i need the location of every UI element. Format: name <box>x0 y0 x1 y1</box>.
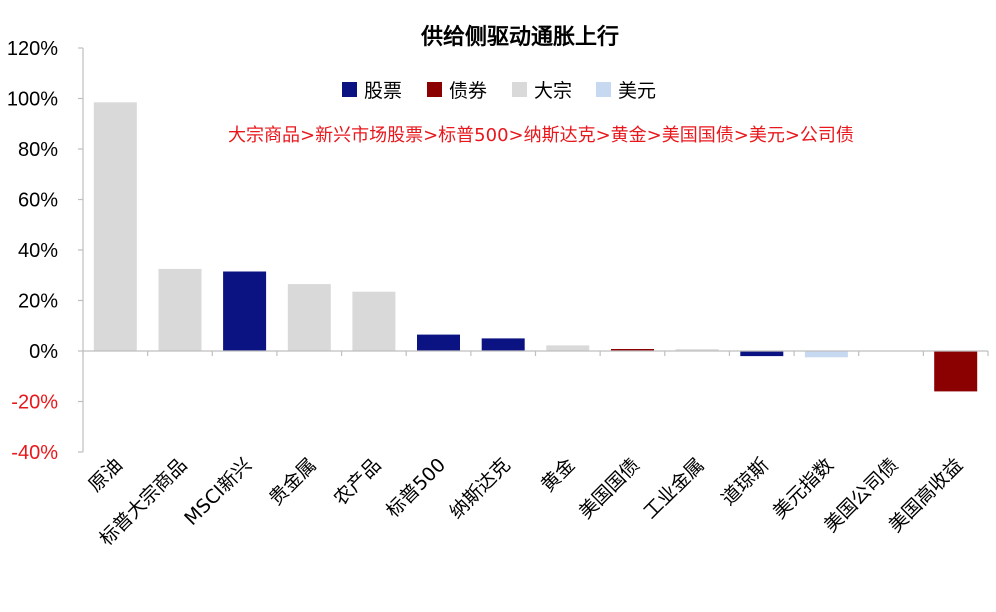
bar <box>223 271 267 351</box>
legend-swatch <box>512 82 527 97</box>
chart-title: 供给侧驱动通胀上行 <box>420 24 619 50</box>
bar <box>804 351 848 358</box>
x-tick-label: 贵金属 <box>265 454 321 510</box>
x-tick-label: 标普500 <box>382 454 450 522</box>
y-tick-label: 80% <box>18 139 58 161</box>
legend-swatch <box>342 82 357 97</box>
legend: 股票 债券 大宗 美元 <box>342 80 656 102</box>
bar <box>93 102 137 351</box>
legend-label: 大宗 <box>534 80 572 102</box>
x-tick-label: 黄金 <box>537 454 579 496</box>
y-tick-label: -40% <box>11 442 58 464</box>
bar <box>481 338 525 351</box>
x-tick-label: 道琼斯 <box>717 454 773 510</box>
y-tick-label: -20% <box>11 392 58 414</box>
x-tick-label: 纳斯达克 <box>445 454 514 523</box>
y-tick-label: 0% <box>29 341 58 363</box>
bar <box>934 351 978 392</box>
legend-label: 美元 <box>618 80 656 102</box>
legend-swatch <box>427 82 442 97</box>
x-tick-label: 工业金属 <box>639 454 708 523</box>
x-tick-label: 美国国债 <box>575 454 644 523</box>
legend-label: 债券 <box>449 80 487 102</box>
chart-annotation: 大宗商品>新兴市场股票>标普500>纳斯达克>黄金>美国国债>美元>公司债 <box>228 125 854 146</box>
bar <box>158 268 202 351</box>
bar <box>546 345 590 351</box>
y-tick-label: 20% <box>18 291 58 313</box>
x-tick-label: 原油 <box>84 454 126 496</box>
legend-label: 股票 <box>364 80 402 102</box>
bars <box>93 102 978 392</box>
y-tick-label: 60% <box>18 190 58 212</box>
y-tick-label: 40% <box>18 240 58 262</box>
y-tick-label: 120% <box>7 38 58 60</box>
y-axis: -40% -20% 0% 20% 40% 60% 80% 100% 120% <box>7 38 84 464</box>
bar <box>287 284 331 351</box>
bar <box>611 349 654 351</box>
y-tick-label: 100% <box>7 89 58 111</box>
bar <box>675 349 719 351</box>
legend-swatch <box>596 82 611 97</box>
x-tick-label: MSCI新兴 <box>180 454 256 530</box>
x-axis: 原油标普大宗商品MSCI新兴 贵金属 农产品标普500纳斯达克 黄金美国国债工业金属道… <box>82 350 989 550</box>
bar <box>352 291 396 351</box>
x-tick-label: 农产品 <box>330 454 386 510</box>
bar <box>417 334 460 351</box>
bar <box>740 351 784 357</box>
